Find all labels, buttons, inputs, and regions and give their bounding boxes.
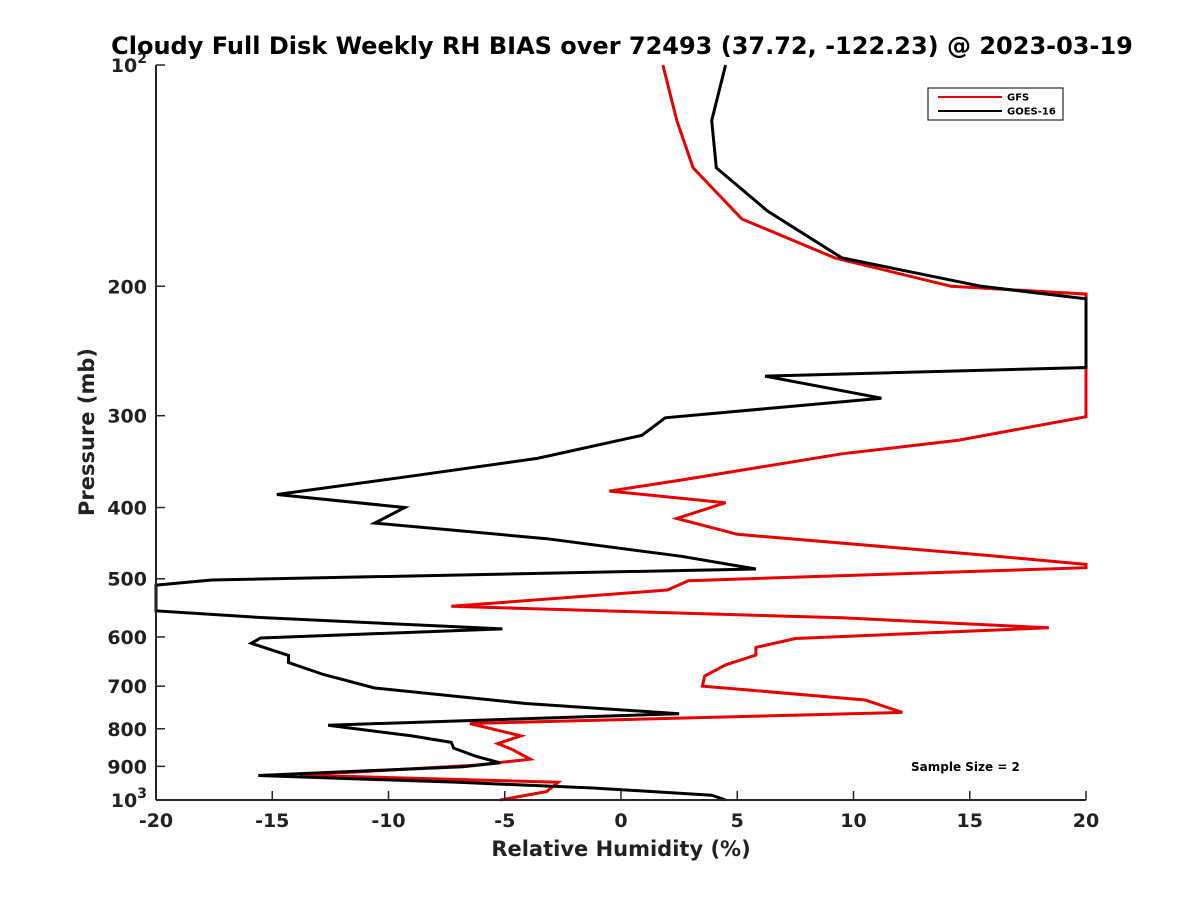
x-tick-label: 5	[731, 810, 744, 832]
y-tick-label: 600	[107, 627, 147, 649]
x-tick-label: -15	[255, 810, 289, 832]
legend-box	[927, 87, 1064, 121]
sample-size-annotation: Sample Size = 2	[911, 760, 1020, 774]
legend-label-goes16: GOES-16	[1007, 107, 1056, 118]
x-axis-label: Relative Humidity (%)	[491, 837, 750, 861]
plot-area	[156, 65, 1086, 800]
x-tick-label: 15	[957, 810, 983, 832]
y-tick-label: 500	[107, 569, 147, 591]
chart-title: Cloudy Full Disk Weekly RH BIAS over 724…	[111, 32, 1133, 60]
y-tick-label-base: 10	[111, 790, 137, 812]
y-tick-label: 700	[107, 676, 147, 698]
y-tick-label: 200	[107, 276, 147, 298]
y-tick-label-exponent: 2	[137, 51, 147, 67]
y-tick-label: 102	[111, 51, 147, 77]
legend-label-gfs: GFS	[1007, 93, 1029, 104]
legend: GFS GOES-16	[927, 87, 1064, 121]
x-tick-label: -10	[371, 810, 405, 832]
x-tick-label: 10	[840, 810, 866, 832]
series-line-gfs	[300, 64, 1088, 802]
y-tick-label-base: 10	[111, 55, 137, 77]
x-ticks: -20 -15 -10 -5 0 5 10 15 20	[139, 791, 1099, 832]
y-axis-label: Pressure (mb)	[75, 348, 99, 516]
y-tick-label: 400	[107, 498, 147, 520]
x-tick-label: 0	[614, 810, 627, 832]
y-tick-label: 900	[107, 756, 147, 778]
x-tick-label: -20	[139, 810, 173, 832]
x-tick-label: 20	[1073, 810, 1099, 832]
y-tick-label-exponent: 3	[137, 786, 147, 802]
y-tick-label: 800	[107, 719, 147, 741]
y-tick-label: 300	[107, 406, 147, 428]
x-tick-label: -5	[494, 810, 515, 832]
y-tick-label: 103	[111, 786, 147, 812]
